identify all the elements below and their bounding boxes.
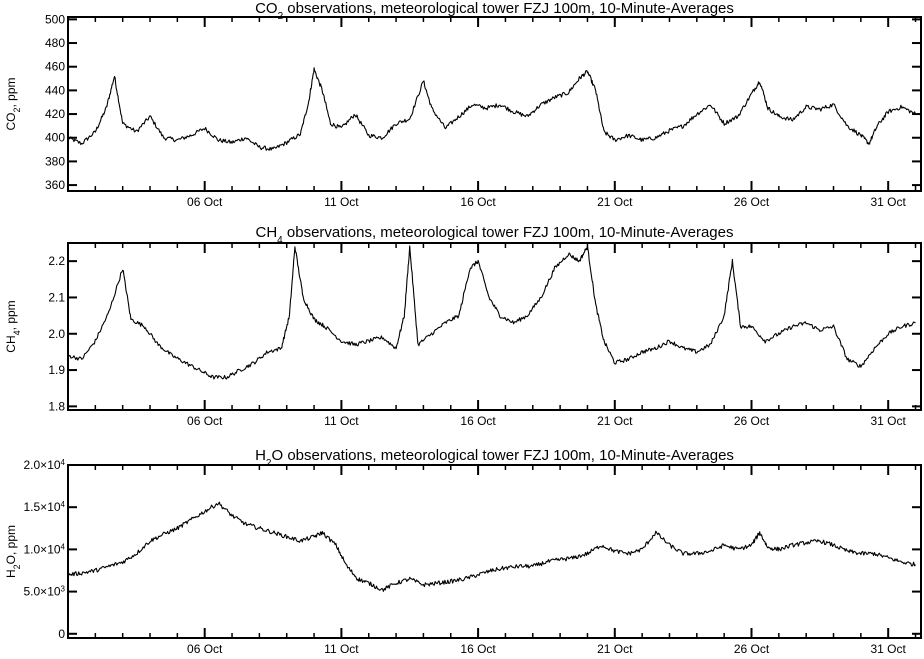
y-axis-label: CH4, ppm bbox=[4, 300, 22, 352]
y-tick-label: 360 bbox=[45, 178, 65, 192]
x-tick-label: 11 Oct bbox=[324, 195, 359, 209]
plot-frame bbox=[67, 16, 922, 192]
y-tick-label: 400 bbox=[45, 131, 65, 145]
x-tick-label: 06 Oct bbox=[187, 642, 223, 654]
y-tick-label: 2.2 bbox=[48, 254, 65, 268]
y-tick-label: 1.9 bbox=[48, 363, 65, 377]
y-tick-label: 2.1 bbox=[48, 290, 65, 304]
x-tick-label: 31 Oct bbox=[871, 642, 907, 654]
chart-panel-3: H2O observations, meteorological tower F… bbox=[4, 447, 922, 656]
x-tick-label: 11 Oct bbox=[324, 414, 359, 428]
x-tick-label: 16 Oct bbox=[460, 642, 496, 654]
chart-title: CO2 observations, meteorological tower F… bbox=[255, 0, 734, 22]
data-series-line bbox=[67, 67, 917, 151]
chart-panel-1: CO2 observations, meteorological tower F… bbox=[4, 0, 922, 209]
x-tick-label: 21 Oct bbox=[597, 642, 633, 654]
data-series-line bbox=[67, 245, 916, 380]
x-tick-label: 16 Oct bbox=[460, 195, 496, 209]
plot-frame bbox=[67, 464, 922, 639]
y-tick-label: 460 bbox=[45, 60, 65, 74]
x-tick-label: 16 Oct bbox=[460, 414, 496, 428]
y-tick-label: 500 bbox=[45, 12, 65, 26]
x-tick-label: 26 Oct bbox=[734, 414, 770, 428]
x-tick-label: 31 Oct bbox=[871, 195, 907, 209]
y-tick-label: 2.0 bbox=[48, 327, 65, 341]
y-tick-label: 5.0×103 bbox=[24, 584, 66, 599]
chart-panel-2: CH4 observations, meteorological tower F… bbox=[4, 224, 922, 428]
y-tick-label: 1.5×104 bbox=[24, 500, 66, 515]
y-tick-label: 0 bbox=[58, 627, 65, 641]
y-axis-label: CO2, ppm bbox=[4, 77, 22, 130]
y-tick-label: 440 bbox=[45, 83, 65, 97]
data-series-line bbox=[67, 501, 916, 592]
x-tick-label: 06 Oct bbox=[187, 414, 223, 428]
y-tick-label: 420 bbox=[45, 107, 65, 121]
y-tick-label: 2.0×104 bbox=[24, 458, 66, 473]
x-tick-label: 31 Oct bbox=[871, 414, 907, 428]
chart-title: CH4 observations, meteorological tower F… bbox=[256, 224, 734, 246]
y-tick-label: 1.8 bbox=[48, 399, 65, 413]
x-tick-label: 26 Oct bbox=[734, 195, 770, 209]
plot-frame bbox=[67, 242, 922, 411]
y-tick-label: 1.0×104 bbox=[24, 542, 66, 557]
x-tick-label: 21 Oct bbox=[597, 414, 633, 428]
x-tick-label: 21 Oct bbox=[597, 195, 633, 209]
y-tick-label: 480 bbox=[45, 36, 65, 50]
y-axis-label: H2O, ppm bbox=[4, 525, 22, 578]
x-tick-label: 11 Oct bbox=[324, 642, 359, 654]
y-tick-label: 380 bbox=[45, 154, 65, 168]
x-tick-label: 06 Oct bbox=[187, 195, 223, 209]
x-tick-label: 26 Oct bbox=[734, 642, 770, 654]
chart-title: H2O observations, meteorological tower F… bbox=[255, 447, 734, 469]
